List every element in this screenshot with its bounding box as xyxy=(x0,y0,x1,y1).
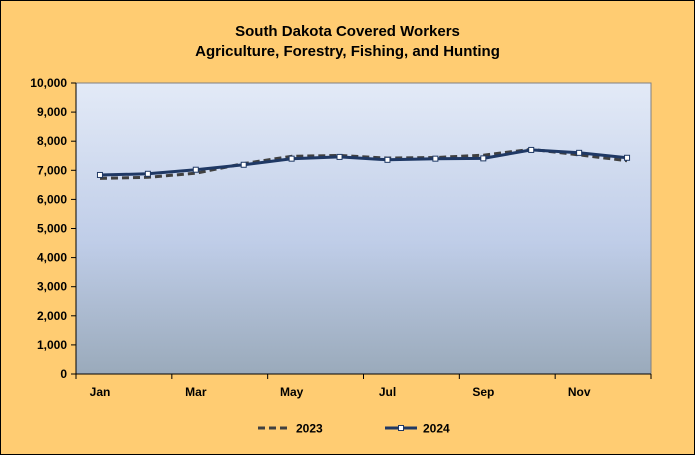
y-tick-label: 0 xyxy=(60,367,67,381)
series-2024-point xyxy=(624,154,631,161)
legend-label-2023: 2023 xyxy=(296,422,323,436)
y-tick-label: 4,000 xyxy=(37,251,67,265)
chart-title-line-2: Agriculture, Forestry, Fishing, and Hunt… xyxy=(195,43,500,60)
y-tick-label: 5,000 xyxy=(37,222,67,236)
series-2024-point xyxy=(336,153,343,160)
x-tick-label: May xyxy=(280,385,304,399)
series-2024-point xyxy=(144,170,151,177)
series-2024-point xyxy=(432,155,439,162)
series-2024-point xyxy=(384,156,391,163)
y-tick-label: 3,000 xyxy=(37,280,67,294)
plot-area xyxy=(75,82,652,375)
chart-title: South Dakota Covered Workers Agriculture… xyxy=(0,22,695,62)
x-tick-label: Mar xyxy=(185,385,207,399)
series-2024-line xyxy=(99,148,628,177)
y-tick-label: 1,000 xyxy=(37,338,67,352)
y-tick-label: 8,000 xyxy=(37,134,67,148)
x-tick-label: Jul xyxy=(379,385,396,399)
series-2024-point xyxy=(480,155,487,162)
x-tick-label: Jan xyxy=(90,385,111,399)
y-tick-label: 2,000 xyxy=(37,309,67,323)
y-tick-label: 9,000 xyxy=(37,105,67,119)
y-tick-label: 10,000 xyxy=(30,76,67,90)
y-tick-label: 7,000 xyxy=(37,163,67,177)
series-2024-point xyxy=(240,161,247,168)
series-2024-point xyxy=(576,149,583,156)
legend-label-2024: 2024 xyxy=(423,422,450,436)
series-2024-point xyxy=(528,146,535,153)
x-tick-label: Nov xyxy=(568,385,591,399)
series-2024-point xyxy=(192,166,199,173)
x-tick-label: Sep xyxy=(472,385,494,399)
chart-title-line-1: South Dakota Covered Workers xyxy=(235,23,460,40)
legend-marker-2024 xyxy=(398,425,404,431)
series-2024-point xyxy=(288,155,295,162)
series-2024-point xyxy=(96,171,103,178)
y-tick-label: 6,000 xyxy=(37,192,67,206)
